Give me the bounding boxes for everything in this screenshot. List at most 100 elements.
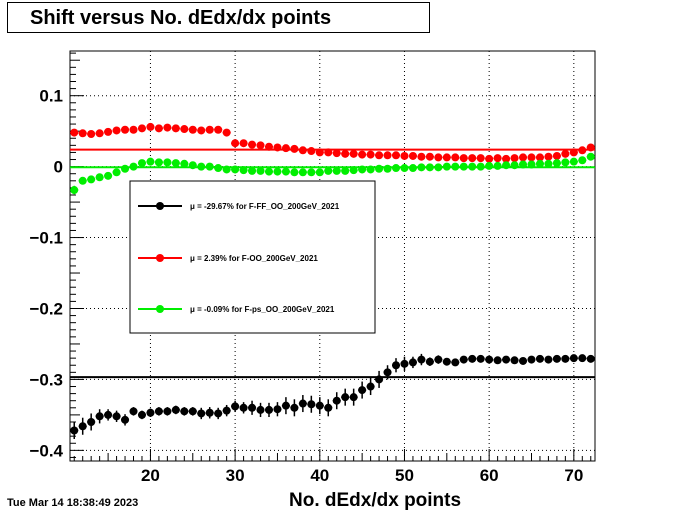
data-point [112,412,121,421]
data-point [425,357,434,366]
data-point [222,128,231,137]
data-point [137,159,146,168]
data-point [78,422,87,431]
data-point [239,403,248,412]
legend-swatch-marker [156,202,164,210]
data-point [375,151,384,160]
data-point [519,160,528,169]
data-point [180,159,189,168]
data-point [408,358,417,367]
data-point [180,407,189,416]
data-point [121,125,130,134]
data-point [298,399,307,408]
datestamp: Tue Mar 14 18:38:49 2023 [7,497,139,509]
data-point [248,403,257,412]
data-point [535,354,544,363]
data-point [324,166,333,175]
legend-entry: μ = -29.67% for F-FF_OO_200GeV_2021 [190,202,340,211]
data-point [578,146,587,155]
data-point [535,153,544,162]
data-point [578,354,587,363]
data-point [205,162,214,171]
data-point [129,407,138,416]
data-point [307,168,316,177]
data-point [358,165,367,174]
plot-frame [69,50,596,462]
data-point [70,128,79,137]
data-point [485,355,494,364]
data-point [273,167,282,176]
data-point [256,141,265,150]
data-point [188,161,197,170]
data-point [222,165,231,174]
x-tick-label: 40 [310,466,329,485]
data-point [239,139,248,148]
data-point [552,159,561,168]
x-tick-label: 30 [226,466,245,485]
data-point [281,167,290,176]
data-point [231,139,240,148]
data-point [78,176,87,185]
data-point [383,164,392,173]
data-point [459,355,468,364]
data-point [163,407,172,416]
data-point [400,359,409,368]
data-point [358,386,367,395]
data-point [341,393,350,402]
data-point [417,355,426,364]
data-point [264,167,273,176]
y-tick-label: −0.1 [29,229,63,248]
data-point [544,355,553,364]
data-point [332,166,341,175]
data-point [95,412,104,421]
data-point [112,168,121,177]
data-point [290,403,299,412]
data-point [146,122,155,131]
data-point [408,164,417,173]
data-point [519,153,528,162]
data-point [527,355,536,364]
data-point [451,162,460,171]
y-tick-label: 0.1 [39,87,63,106]
data-point [154,407,163,416]
data-point [129,162,138,171]
data-point [197,162,206,171]
data-point [205,125,214,134]
data-point [544,159,553,168]
data-point [349,149,358,158]
data-point [366,382,375,391]
data-point [561,149,570,158]
data-point [248,166,257,175]
data-point [527,153,536,162]
data-point [104,127,113,136]
data-point [527,160,536,169]
data-point [154,124,163,133]
data-point [468,354,477,363]
y-tick-label: −0.3 [29,370,63,389]
data-point [264,405,273,414]
data-point [476,354,485,363]
data-point [417,152,426,161]
data-point [366,165,375,174]
data-point [256,166,265,175]
data-point [561,158,570,167]
data-point [307,400,316,409]
x-tick-label: 50 [395,466,414,485]
data-point [214,164,223,173]
legend-swatch-marker [156,305,164,313]
data-point [290,144,299,153]
data-point [112,126,121,135]
data-point [586,143,595,152]
x-tick-label: 70 [564,466,583,485]
data-point [502,355,511,364]
data-point [171,124,180,133]
data-point [375,164,384,173]
data-point [121,415,130,424]
data-point [214,409,223,418]
data-point [442,357,451,366]
data-point [442,153,451,162]
data-point [78,129,87,138]
data-point [425,163,434,172]
data-point [552,151,561,160]
